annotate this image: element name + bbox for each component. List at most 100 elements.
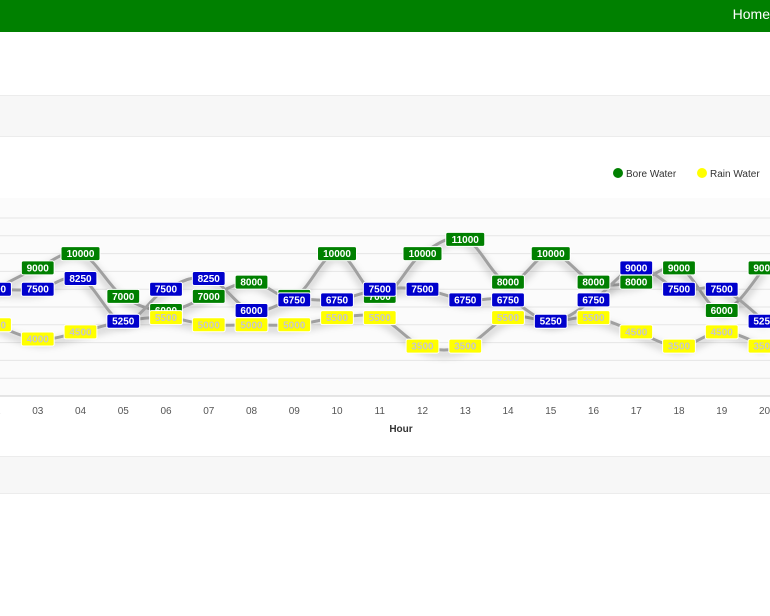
x-tick-label: 12	[417, 406, 429, 417]
data-label-box	[277, 292, 312, 308]
legend-marker-1	[697, 168, 707, 178]
x-tick-label: 16	[588, 406, 600, 417]
data-label-box	[405, 338, 440, 354]
data-label: 5250	[533, 313, 568, 329]
data-label: 10000	[530, 246, 571, 262]
x-tick-label: 10	[331, 406, 343, 417]
data-label-text: 7000	[369, 292, 392, 303]
data-label: 7000	[106, 288, 141, 304]
data-label: 5000	[277, 317, 312, 333]
data-label: 4500	[63, 324, 98, 340]
data-label-box	[320, 292, 354, 308]
data-label: 5500	[362, 310, 397, 326]
data-label: 5000	[234, 317, 269, 333]
x-tick-label: 14	[502, 406, 514, 417]
data-label-box	[491, 274, 525, 290]
data-label: 7500	[704, 281, 739, 297]
data-label-text: 6000	[240, 306, 263, 317]
data-label-text: 8000	[582, 278, 605, 289]
data-label-text: 7500	[369, 285, 392, 296]
data-label-text: 8000	[625, 278, 648, 289]
data-label-text: 5500	[369, 313, 392, 324]
data-label-text: 5500	[155, 313, 178, 324]
data-label-box	[491, 310, 525, 326]
data-label-text: 3500	[668, 342, 691, 353]
data-label: 7500	[362, 281, 397, 297]
data-label-text: 7500	[0, 285, 7, 296]
data-label-text: 4500	[625, 327, 648, 338]
data-label-text: 6750	[326, 295, 349, 306]
legend-marker-0	[613, 168, 623, 178]
data-label-box	[530, 246, 571, 262]
data-label-text: 5500	[582, 313, 605, 324]
x-tick-label: 19	[716, 406, 728, 417]
data-label-box	[191, 317, 226, 333]
data-label-box	[149, 310, 183, 326]
data-label-box	[576, 292, 611, 308]
data-label-box	[747, 313, 770, 329]
data-label: 4500	[704, 324, 739, 340]
data-label: 7500	[405, 281, 440, 297]
data-label-box	[234, 274, 269, 290]
data-label: 5000	[191, 317, 226, 333]
data-label-box	[662, 281, 696, 297]
data-label-box	[405, 281, 440, 297]
data-label-box	[20, 281, 55, 297]
data-label-text: 6750	[283, 295, 306, 306]
data-label-box	[362, 310, 397, 326]
data-label-box	[277, 317, 312, 333]
data-label-box	[320, 310, 354, 326]
data-label-box	[20, 260, 55, 276]
data-label-text: 5250	[753, 317, 770, 328]
data-label: 5250	[747, 313, 770, 329]
nav-home-link[interactable]: Home	[732, 6, 770, 22]
x-tick-label: 06	[160, 406, 172, 417]
data-label: 10000	[60, 246, 101, 262]
data-label: 8250	[63, 271, 98, 287]
data-label-text: 5000	[198, 320, 221, 331]
data-label-text: 4000	[27, 335, 50, 346]
data-label-box	[317, 246, 357, 262]
data-label: 7500	[0, 281, 12, 297]
data-label: 6000	[704, 303, 739, 319]
x-tick-label: 18	[673, 406, 685, 417]
data-label-text: 9000	[668, 263, 691, 274]
data-label-text: 7500	[668, 285, 691, 296]
data-label: 3500	[747, 338, 770, 354]
data-label-box	[106, 288, 141, 304]
data-label-text: 6750	[454, 295, 477, 306]
data-label: 3500	[405, 338, 440, 354]
data-label: 4000	[20, 331, 55, 347]
x-tick-label: 09	[289, 406, 301, 417]
data-label-text: 3500	[411, 342, 434, 353]
data-label-text: 7500	[27, 285, 50, 296]
data-label: 6750	[448, 292, 483, 308]
data-label: 8250	[191, 271, 226, 287]
data-label-box	[619, 260, 654, 276]
data-label-text: 7000	[198, 292, 221, 303]
data-label: 7500	[149, 281, 183, 297]
data-label-text: 4500	[69, 327, 92, 338]
data-label-box	[0, 317, 12, 333]
data-label-box	[747, 260, 770, 276]
data-label-text: 3500	[454, 342, 477, 353]
data-label-text: 10000	[537, 249, 565, 260]
x-tick-label: 07	[203, 406, 215, 417]
data-label: 3500	[662, 338, 696, 354]
data-label-text: 5000	[283, 320, 306, 331]
legend-label-1: Rain Water	[710, 169, 760, 180]
header-band	[0, 95, 770, 137]
top-navbar: Home	[0, 0, 770, 32]
data-label-text: 5500	[326, 313, 349, 324]
x-tick-label: 08	[246, 406, 258, 417]
x-tick-label: 17	[631, 406, 643, 417]
data-label-box	[63, 271, 98, 287]
data-label: 5000	[0, 317, 12, 333]
data-label-text: 9000	[753, 263, 770, 274]
data-label-box	[448, 292, 483, 308]
x-tick-label: 15	[545, 406, 557, 417]
data-label: 4500	[619, 324, 654, 340]
data-label-box	[445, 231, 486, 247]
x-axis-title: Hour	[389, 424, 412, 435]
x-tick-label: 02	[0, 406, 1, 417]
